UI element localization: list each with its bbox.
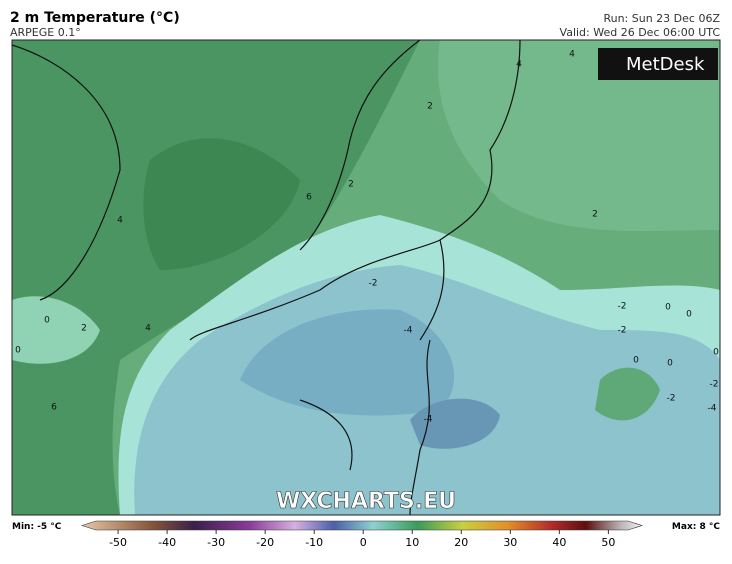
contour-label: 4 (569, 50, 575, 60)
max-label: Max: 8 °C (672, 522, 720, 532)
colorbar-tick-label: 40 (552, 536, 566, 549)
colorbar-tick-label: -20 (256, 536, 274, 549)
contour-label: -4 (708, 404, 717, 414)
contour-label: 2 (81, 324, 87, 334)
colorbar-tick-label: 0 (360, 536, 367, 549)
contour-label: -4 (424, 415, 433, 425)
contour-label: 0 (686, 310, 692, 320)
contour-label: -2 (710, 380, 719, 390)
contour-label: -2 (618, 302, 627, 312)
logo-box (598, 48, 718, 80)
contour-label: 4 (516, 60, 522, 70)
contour-labels: 4 2 0 0 4 6 6 2 2 4 4 2 -2 -4 -4 -2 -2 0 0 0 0 -2 -2 -4 0 (15, 50, 719, 425)
colorbar-bar (81, 520, 643, 531)
colorbar-tick-label: 10 (405, 536, 419, 549)
colorbar-tick-label: 50 (601, 536, 615, 549)
colorbar-tick-label: -50 (109, 536, 127, 549)
logo: MetDesk (626, 54, 705, 75)
colorbar-tick-label: 30 (503, 536, 517, 549)
contour-label: 0 (665, 303, 671, 313)
min-label: Min: -5 °C (12, 522, 62, 532)
watermark: WXCHARTS.EU (276, 489, 456, 514)
contour-label: 0 (44, 316, 50, 326)
contour-label: 0 (633, 356, 639, 366)
title: 2 m Temperature (°C) (10, 10, 180, 26)
run-time: Run: Sun 23 Dec 06Z (603, 12, 720, 25)
contour-label: 0 (667, 359, 673, 369)
contour-label: -2 (667, 394, 676, 404)
contour-label: 0 (15, 346, 21, 356)
colorbar-tick-label: -30 (207, 536, 225, 549)
contour-label: 0 (713, 348, 719, 358)
contour-label: 4 (145, 324, 151, 334)
contour-label: -2 (369, 279, 378, 289)
colorbar-tick-label: -40 (158, 536, 176, 549)
colorbar: -50 -40 -30 -20 -10 0 10 20 30 40 50 (81, 520, 643, 549)
colorbar-tick-label: 20 (454, 536, 468, 549)
contour-label: -4 (404, 326, 413, 336)
colorbar-tick-label: -10 (305, 536, 323, 549)
contour-label: 6 (306, 193, 312, 203)
contour-label: 2 (427, 102, 433, 112)
map-frame (11, 39, 721, 516)
contour-label: 4 (117, 216, 123, 226)
valid-time: Valid: Wed 26 Dec 06:00 UTC (560, 26, 721, 39)
model: ARPEGE 0.1° (10, 26, 81, 39)
contour-label: 6 (51, 403, 57, 413)
contour-label: -2 (618, 326, 627, 336)
contour-label: 2 (348, 180, 354, 190)
contour-label: 2 (592, 210, 598, 220)
map (12, 40, 720, 515)
